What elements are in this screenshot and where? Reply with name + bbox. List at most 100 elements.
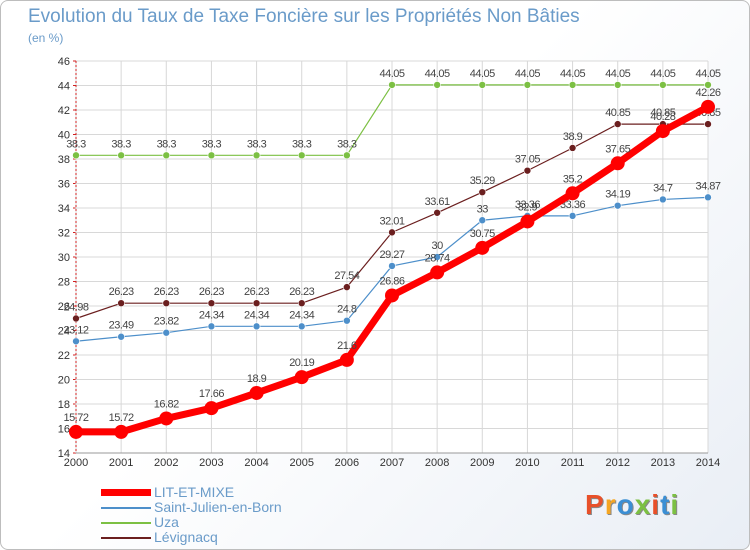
data-label: 24.8 [337, 304, 357, 316]
y-tick-label: 36 [58, 179, 70, 191]
chart-subtitle: (en %) [28, 31, 64, 45]
data-label: 44.05 [425, 68, 450, 80]
x-tick-label: 2014 [696, 457, 720, 469]
x-tick-label: 2008 [425, 457, 449, 469]
data-label: 26.23 [289, 286, 314, 298]
data-point [701, 99, 715, 114]
y-tick-label: 38 [58, 154, 70, 166]
data-label: 44.05 [470, 68, 495, 80]
data-label: 38.3 [202, 138, 222, 150]
data-label: 33 [477, 203, 489, 215]
data-point [565, 186, 580, 201]
data-point [704, 120, 712, 128]
y-tick-label: 28 [58, 277, 70, 289]
data-point [343, 316, 351, 325]
data-label: 32.9 [518, 201, 538, 213]
legend-label: LIT-ET-MIXE [154, 484, 235, 500]
data-label: 44.05 [605, 68, 630, 80]
data-point [159, 411, 174, 426]
data-label: 44.05 [515, 68, 540, 80]
x-tick-label: 2000 [64, 457, 88, 469]
data-point [343, 151, 351, 160]
data-point [610, 156, 625, 171]
data-label: 44.05 [560, 68, 585, 80]
data-label: 34.7 [653, 182, 673, 194]
x-tick-label: 2005 [289, 457, 313, 469]
x-tick-label: 2013 [651, 457, 675, 469]
data-point [475, 240, 490, 255]
data-point [343, 283, 351, 291]
data-label: 16.82 [154, 398, 179, 410]
x-tick-label: 2001 [109, 457, 133, 469]
data-label: 38.9 [563, 131, 583, 143]
data-label: 24.34 [289, 309, 314, 321]
data-label: 26.86 [379, 275, 404, 287]
y-tick-label: 22 [58, 350, 70, 362]
data-point [294, 370, 309, 385]
legend-swatch [101, 507, 151, 509]
data-point [433, 81, 441, 89]
y-tick-label: 32 [58, 228, 70, 240]
data-point [478, 216, 487, 225]
data-point [388, 262, 396, 270]
y-tick-label: 40 [58, 130, 70, 142]
logo-letter: r [604, 489, 617, 520]
data-label: 26.23 [199, 286, 224, 298]
data-point [297, 299, 306, 307]
x-tick-label: 2007 [380, 457, 404, 469]
data-point [162, 299, 171, 307]
data-point [568, 144, 577, 152]
x-tick-label: 2012 [605, 457, 629, 469]
data-label: 38.3 [157, 138, 177, 150]
data-label: 23.82 [154, 316, 179, 328]
data-point [114, 424, 129, 439]
legend-swatch [101, 522, 151, 524]
data-point [204, 401, 219, 416]
x-tick-label: 2002 [154, 457, 178, 469]
data-point [613, 120, 622, 128]
logo-letter: i [651, 489, 661, 520]
data-label: 44.05 [650, 68, 675, 80]
data-label: 26.23 [154, 286, 179, 298]
logo-letter: o [616, 489, 635, 520]
data-point [207, 322, 216, 331]
data-label: 40.85 [650, 107, 675, 119]
data-label: 18.9 [247, 373, 267, 385]
data-point [117, 332, 125, 341]
data-label: 20.19 [289, 357, 314, 369]
data-point [297, 151, 306, 160]
legend-swatch [101, 489, 151, 496]
data-label: 42.26 [695, 87, 720, 99]
data-label: 29.27 [379, 249, 404, 261]
data-label: 24.98 [63, 301, 88, 313]
data-label: 26.23 [244, 286, 269, 298]
data-label: 37.05 [515, 154, 540, 166]
data-point [72, 337, 80, 346]
data-label: 24.34 [244, 309, 269, 321]
data-point [568, 212, 577, 220]
data-point [704, 193, 712, 202]
data-point [339, 352, 354, 367]
y-tick-label: 24 [58, 326, 70, 338]
data-label: 34.19 [605, 189, 630, 201]
data-label: 38.3 [66, 138, 86, 150]
data-label: 37.65 [605, 143, 630, 155]
data-label: 33.36 [560, 199, 585, 211]
data-label: 34.87 [695, 180, 720, 192]
y-tick-label: 14 [58, 448, 70, 460]
x-tick-label: 2011 [561, 457, 585, 469]
logo-letter: x [634, 489, 652, 520]
data-point [252, 151, 261, 160]
data-label: 23.49 [109, 320, 134, 332]
data-point [117, 151, 125, 160]
data-point [72, 151, 80, 160]
data-label: 38.3 [292, 138, 312, 150]
logo-letter: i [670, 489, 680, 520]
data-point [252, 299, 261, 307]
data-label: 30.75 [470, 228, 495, 240]
data-point [613, 201, 622, 210]
data-label: 33.61 [425, 196, 450, 208]
y-tick-label: 46 [58, 56, 70, 68]
